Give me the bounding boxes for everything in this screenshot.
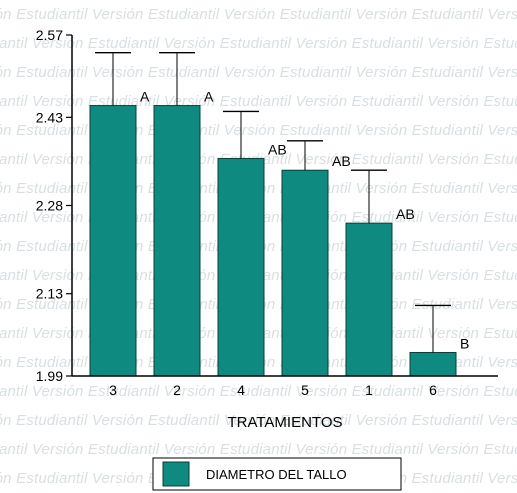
x-tick-label: 2 <box>173 382 181 398</box>
x-tick-label: 1 <box>365 382 373 398</box>
x-categories-layer: 3 2 4 5 1 6 <box>109 382 437 398</box>
y-tick-label: 2.43 <box>36 109 63 125</box>
bar <box>282 170 328 376</box>
significance-label: A <box>140 89 150 105</box>
x-tick-label: 5 <box>301 382 309 398</box>
bar <box>346 223 392 376</box>
legend-label: DIAMETRO DEL TALLO <box>206 467 347 482</box>
bar <box>410 352 456 376</box>
x-axis-title: TRATAMIENTOS <box>227 414 342 431</box>
bar <box>154 106 200 376</box>
bar <box>218 158 264 376</box>
significance-label: AB <box>396 206 415 222</box>
bar <box>90 106 136 376</box>
significance-label: AB <box>332 153 351 169</box>
significance-label: B <box>460 335 469 351</box>
x-tick-label: 6 <box>429 382 437 398</box>
x-tick-label: 4 <box>237 382 245 398</box>
y-ticks-layer: 1.99 2.13 2.28 2.43 2.57 <box>36 27 72 384</box>
significance-label: AB <box>268 141 287 157</box>
y-tick-label: 2.13 <box>36 286 63 302</box>
x-tick-label: 3 <box>109 382 117 398</box>
significance-label: A <box>204 89 214 105</box>
legend-swatch <box>163 462 189 486</box>
y-tick-label: 1.99 <box>36 368 63 384</box>
y-tick-label: 2.28 <box>36 198 63 214</box>
legend: DIAMETRO DEL TALLO <box>153 458 401 490</box>
y-tick-label: 2.57 <box>36 27 63 43</box>
